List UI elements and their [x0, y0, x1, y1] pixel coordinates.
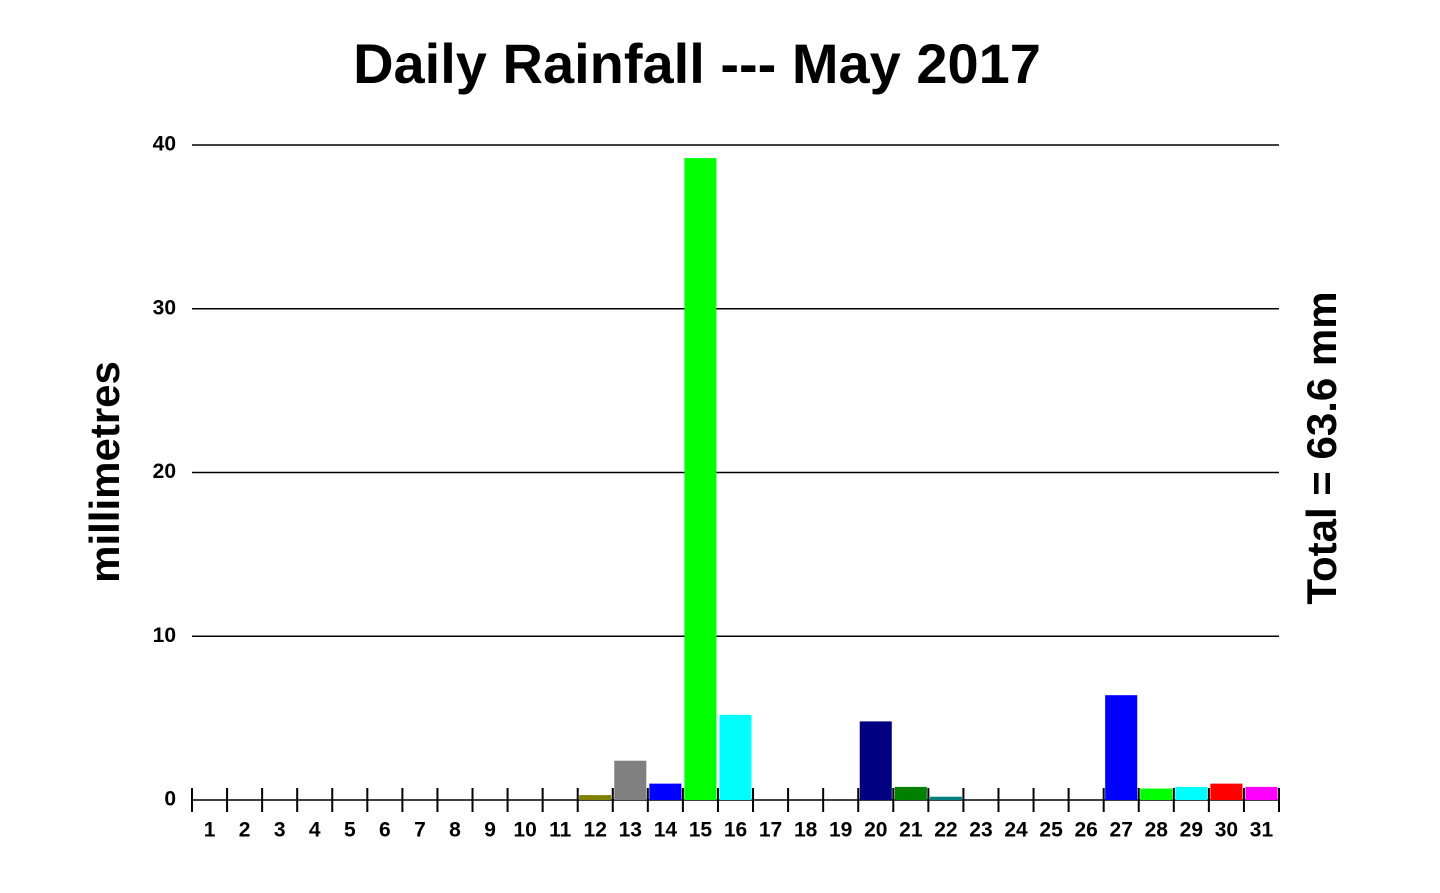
total-annotation: Total = 63.6 mm [1298, 291, 1345, 604]
y-tick-label: 10 [153, 624, 176, 647]
x-tick-label: 8 [449, 819, 461, 842]
x-tick-label: 26 [1074, 819, 1097, 842]
bar [1245, 786, 1278, 800]
x-tick-label: 25 [1039, 819, 1063, 842]
x-tick-label: 14 [654, 819, 678, 842]
x-tick-label: 20 [864, 819, 887, 842]
x-tick-label: 31 [1250, 819, 1274, 842]
bar [1210, 783, 1243, 800]
x-tick-label: 15 [689, 819, 713, 842]
x-tick-label: 12 [584, 819, 607, 842]
y-tick-label: 40 [153, 133, 176, 156]
x-tick-label: 17 [759, 819, 782, 842]
x-tick-label: 27 [1110, 819, 1133, 842]
x-tick-label: 29 [1180, 819, 1203, 842]
x-tick-label: 5 [344, 819, 356, 842]
x-tick-label: 24 [1004, 819, 1028, 842]
bar [579, 795, 612, 800]
y-tick-label: 20 [153, 460, 176, 483]
x-tick-label: 13 [619, 819, 642, 842]
y-tick-label: 30 [153, 296, 176, 319]
x-tick-label: 3 [274, 819, 286, 842]
bar [684, 158, 717, 801]
bar [1140, 788, 1173, 800]
bar [859, 721, 892, 800]
x-tick-label: 2 [239, 819, 251, 842]
x-tick-label: 28 [1145, 819, 1169, 842]
bar [719, 714, 752, 800]
x-tick-label: 18 [794, 819, 818, 842]
x-tick-label: 30 [1215, 819, 1238, 842]
x-tick-label: 10 [513, 819, 536, 842]
x-tick-label: 7 [414, 819, 426, 842]
bar [894, 786, 927, 800]
x-tick-label: 23 [969, 819, 992, 842]
x-tick-label: 19 [829, 819, 852, 842]
bar [614, 760, 647, 800]
y-axis-label: millimetres [81, 361, 128, 583]
bar [1105, 695, 1138, 800]
x-tick-label: 11 [549, 819, 572, 842]
x-tick-label: 22 [934, 819, 957, 842]
x-tick-label: 9 [484, 819, 496, 842]
bar [929, 796, 962, 800]
chart-title: Daily Rainfall --- May 2017 [353, 32, 1041, 95]
bar [1175, 786, 1208, 800]
x-tick-label: 6 [379, 819, 391, 842]
y-tick-label: 0 [164, 788, 176, 811]
x-tick-label: 16 [724, 819, 747, 842]
bar [649, 783, 682, 800]
x-tick-label: 21 [899, 819, 923, 842]
x-tick-label: 4 [309, 819, 321, 842]
x-tick-label: 1 [204, 819, 216, 842]
